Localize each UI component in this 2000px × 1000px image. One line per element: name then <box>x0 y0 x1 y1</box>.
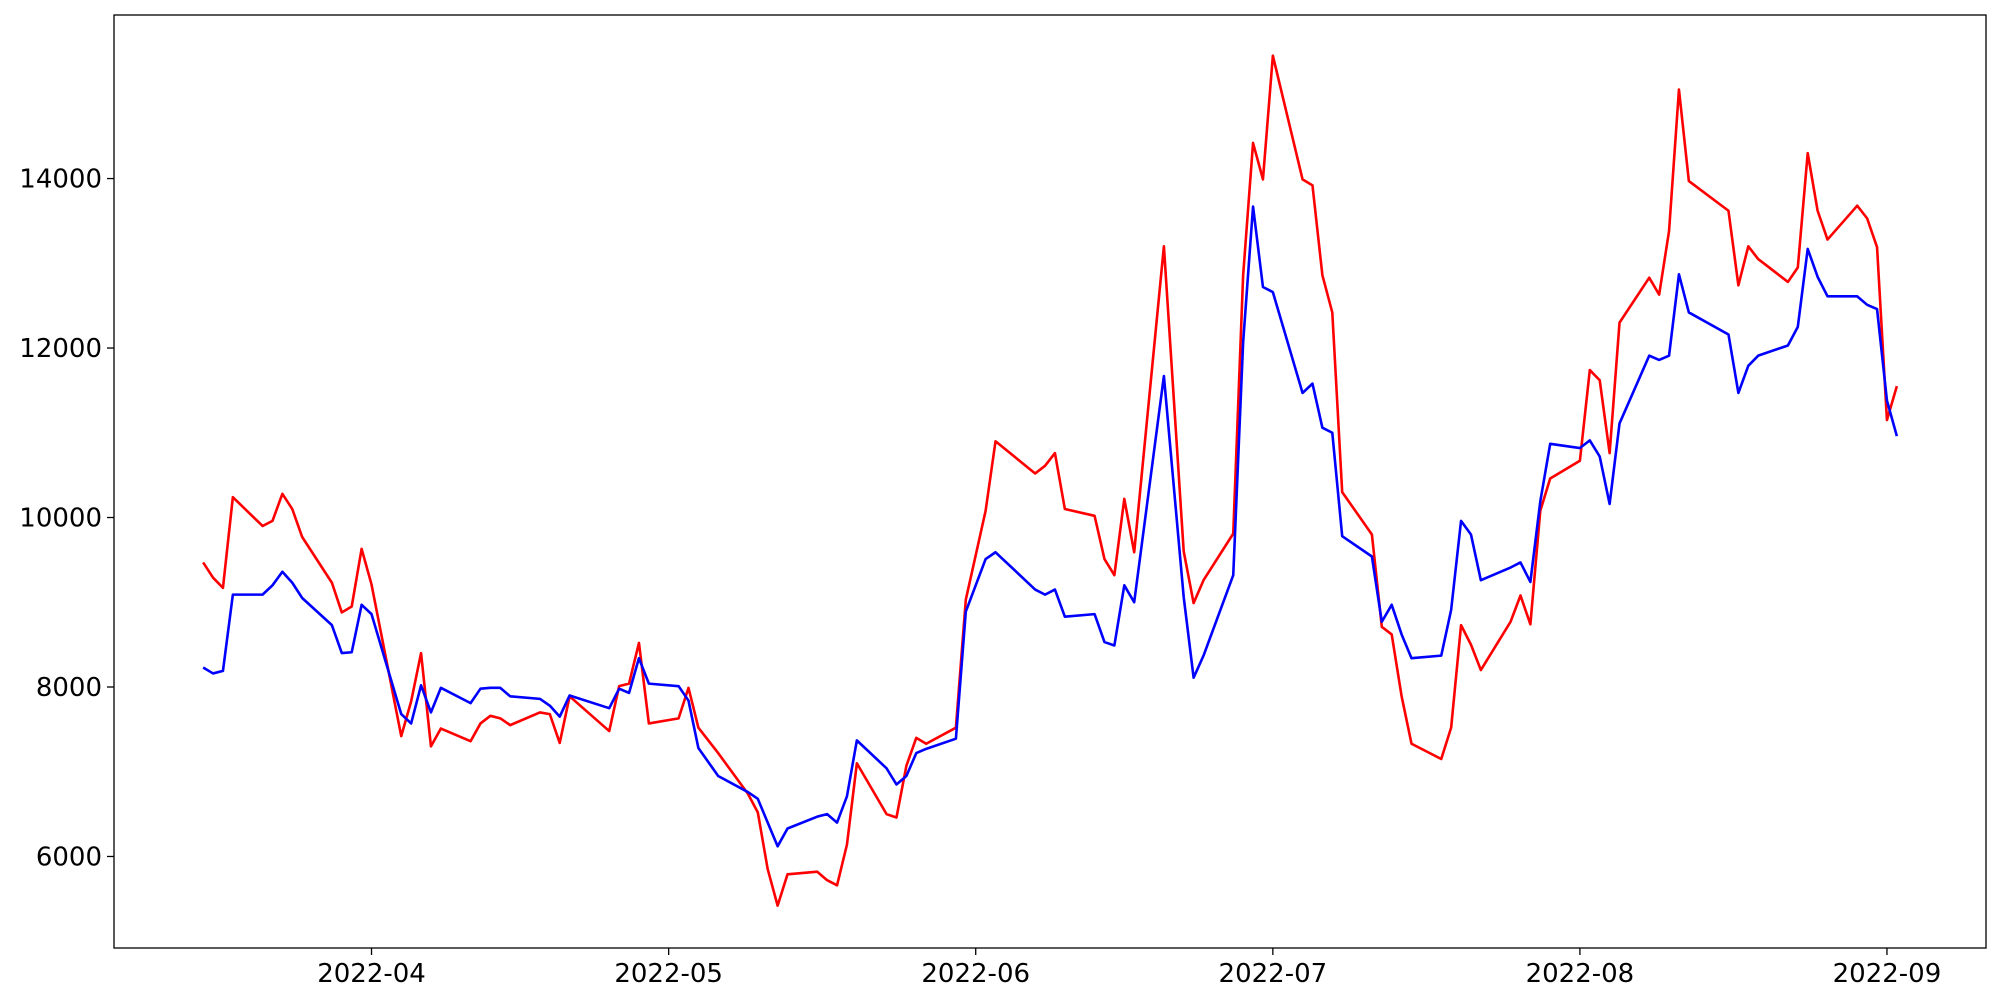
y-tick-label: 8000 <box>36 673 102 703</box>
x-tick-label: 2022-06 <box>921 959 1030 989</box>
y-tick-label: 10000 <box>19 504 102 534</box>
y-tick-label: 6000 <box>36 842 102 872</box>
x-tick-label: 2022-04 <box>317 959 426 989</box>
y-tick-label: 12000 <box>19 334 102 364</box>
x-tick-label: 2022-09 <box>1833 959 1942 989</box>
series-line <box>202 205 1899 848</box>
y-tick-label: 14000 <box>19 165 102 195</box>
x-tick-label: 2022-08 <box>1526 959 1635 989</box>
x-tick-label: 2022-07 <box>1219 959 1328 989</box>
x-tick-label: 2022-05 <box>614 959 723 989</box>
plot-frame <box>113 14 1987 949</box>
series-line <box>202 54 1899 907</box>
